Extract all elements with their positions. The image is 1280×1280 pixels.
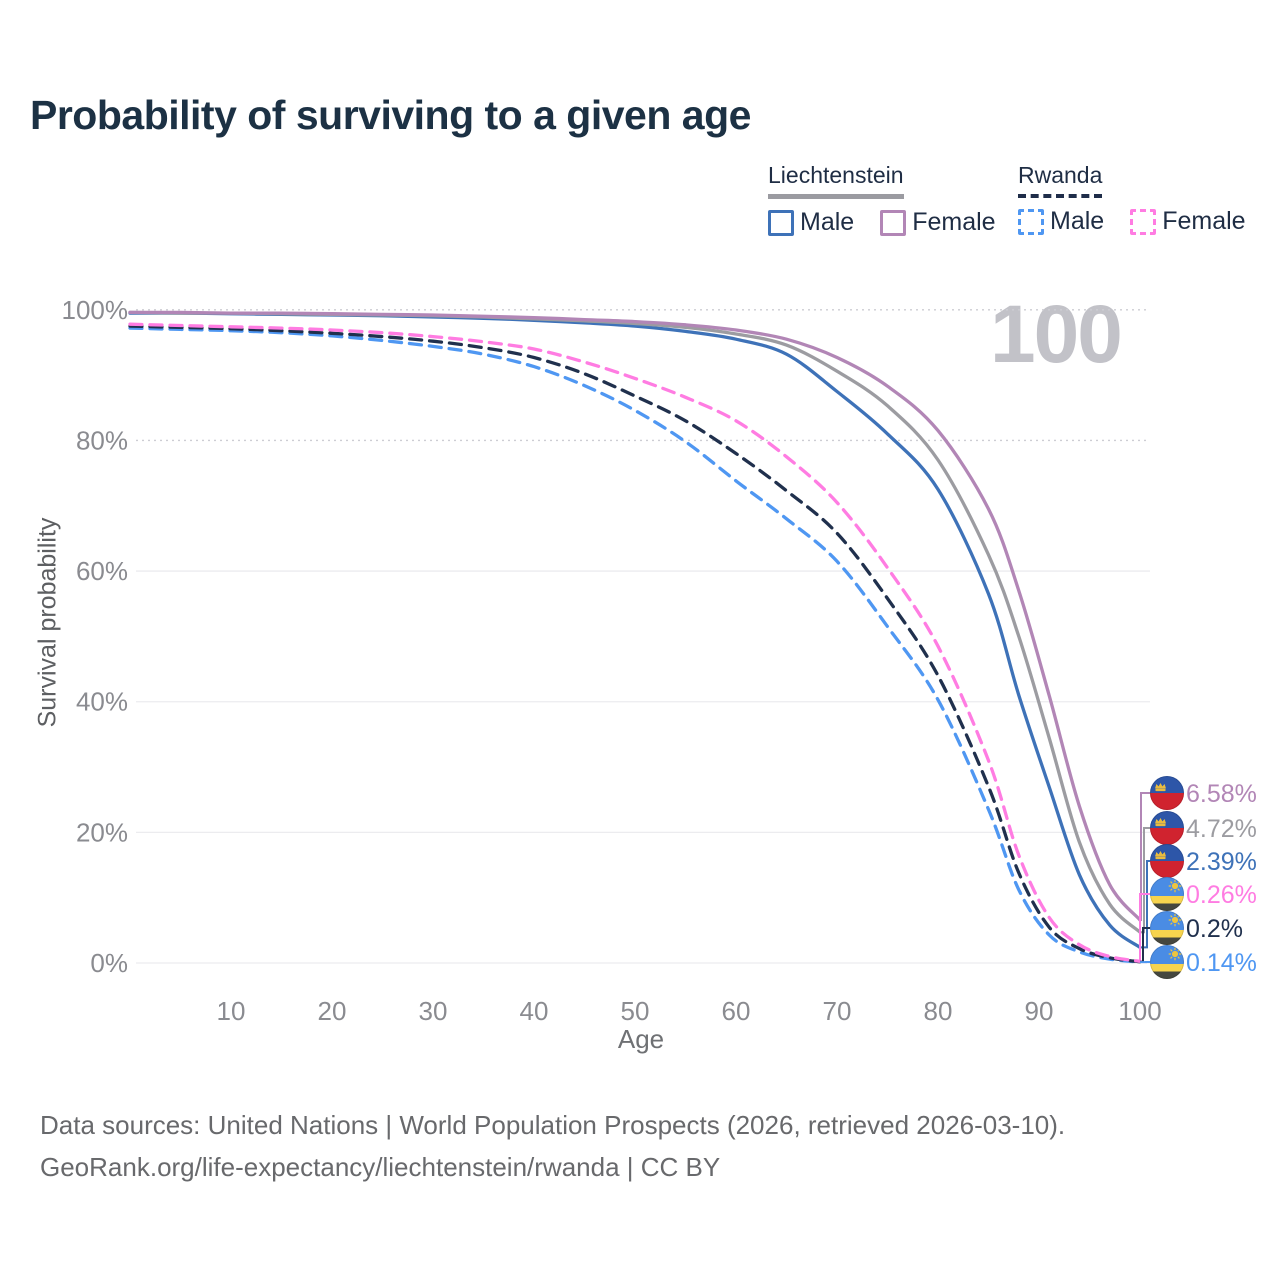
y-tick-20: 20% xyxy=(76,817,128,847)
series-line-liechtenstein-female[interactable] xyxy=(128,310,1142,922)
legend-label-liechtenstein-male: Male xyxy=(800,208,855,236)
legend-items-liechtenstein: Male Female xyxy=(768,208,996,237)
x-tick-30: 30 xyxy=(419,996,448,1026)
x-tick-50: 50 xyxy=(621,996,650,1026)
legend-group-liechtenstein: Liechtenstein Male Female xyxy=(768,162,996,237)
end-value-label-liechtenstein-both-sexes[interactable]: 4.72% xyxy=(1186,815,1257,843)
age-watermark: 100 xyxy=(990,289,1123,380)
end-connector-rwanda-female xyxy=(1139,893,1150,962)
legend-items-rwanda: Male Female xyxy=(1018,207,1246,236)
legend-group-rwanda: Rwanda Male Female xyxy=(1018,162,1246,236)
liechtenstein-flag-icon xyxy=(1150,811,1184,845)
y-tick-0: 0% xyxy=(90,948,128,978)
footer-attribution-link: GeoRank.org/life-expectancy/liechtenstei… xyxy=(40,1152,721,1182)
legend-swatch-rwanda-female xyxy=(1130,208,1157,235)
end-value-label-liechtenstein-male[interactable]: 2.39% xyxy=(1186,848,1257,876)
liechtenstein-flag-icon xyxy=(1150,776,1184,810)
end-value-label-liechtenstein-female[interactable]: 6.58% xyxy=(1186,780,1257,808)
legend-label-rwanda-female: Female xyxy=(1162,207,1246,235)
legend-swatch-rwanda-male xyxy=(1018,208,1044,235)
legend-item-liechtenstein-female[interactable]: Female xyxy=(880,208,996,237)
legend-group-title-rwanda[interactable]: Rwanda xyxy=(1018,162,1103,198)
x-tick-10: 10 xyxy=(217,996,246,1026)
end-value-label-rwanda-male[interactable]: 0.14% xyxy=(1186,949,1257,977)
legend-item-rwanda-female[interactable]: Female xyxy=(1130,207,1246,236)
series-line-rwanda-both-sexes[interactable] xyxy=(128,324,1142,964)
end-value-label-rwanda-female[interactable]: 0.26% xyxy=(1186,881,1257,909)
x-tick-20: 20 xyxy=(318,996,347,1026)
legend-label-rwanda-male: Male xyxy=(1050,207,1105,235)
rwanda-flag-icon xyxy=(1150,945,1184,979)
y-tick-80: 80% xyxy=(76,425,128,455)
legend-label-liechtenstein-female: Female xyxy=(912,208,996,236)
x-tick-60: 60 xyxy=(722,996,751,1026)
rwanda-flag-icon xyxy=(1150,877,1184,911)
x-tick-90: 90 xyxy=(1025,996,1054,1026)
x-tick-40: 40 xyxy=(520,996,549,1026)
series-line-rwanda-female[interactable] xyxy=(128,322,1142,963)
rwanda-flag-icon xyxy=(1150,911,1184,945)
legend-group-title-liechtenstein[interactable]: Liechtenstein xyxy=(768,162,904,199)
series-line-rwanda-male[interactable] xyxy=(128,326,1142,964)
legend-swatch-liechtenstein-male xyxy=(768,209,794,236)
footer: Data sources: United Nations | World Pop… xyxy=(40,1104,1065,1188)
series-line-liechtenstein-male[interactable] xyxy=(128,311,1142,950)
footer-data-sources: Data sources: United Nations | World Pop… xyxy=(40,1110,1066,1140)
legend-item-liechtenstein-male[interactable]: Male xyxy=(768,208,854,237)
y-tick-60: 60% xyxy=(76,556,128,586)
page-title: Probability of surviving to a given age xyxy=(30,92,751,138)
liechtenstein-flag-icon xyxy=(1150,844,1184,878)
end-value-label-rwanda-both-sexes[interactable]: 0.2% xyxy=(1186,915,1243,943)
x-tick-80: 80 xyxy=(924,996,953,1026)
x-tick-70: 70 xyxy=(823,996,852,1026)
series-line-liechtenstein-both-sexes[interactable] xyxy=(128,310,1142,934)
y-tick-40: 40% xyxy=(76,687,128,717)
y-tick-100: 100% xyxy=(62,295,129,325)
x-axis-title: Age xyxy=(617,1024,665,1054)
x-tick-100: 100 xyxy=(1118,996,1161,1026)
legend-item-rwanda-male[interactable]: Male xyxy=(1018,207,1104,236)
legend-swatch-liechtenstein-female xyxy=(880,209,907,236)
